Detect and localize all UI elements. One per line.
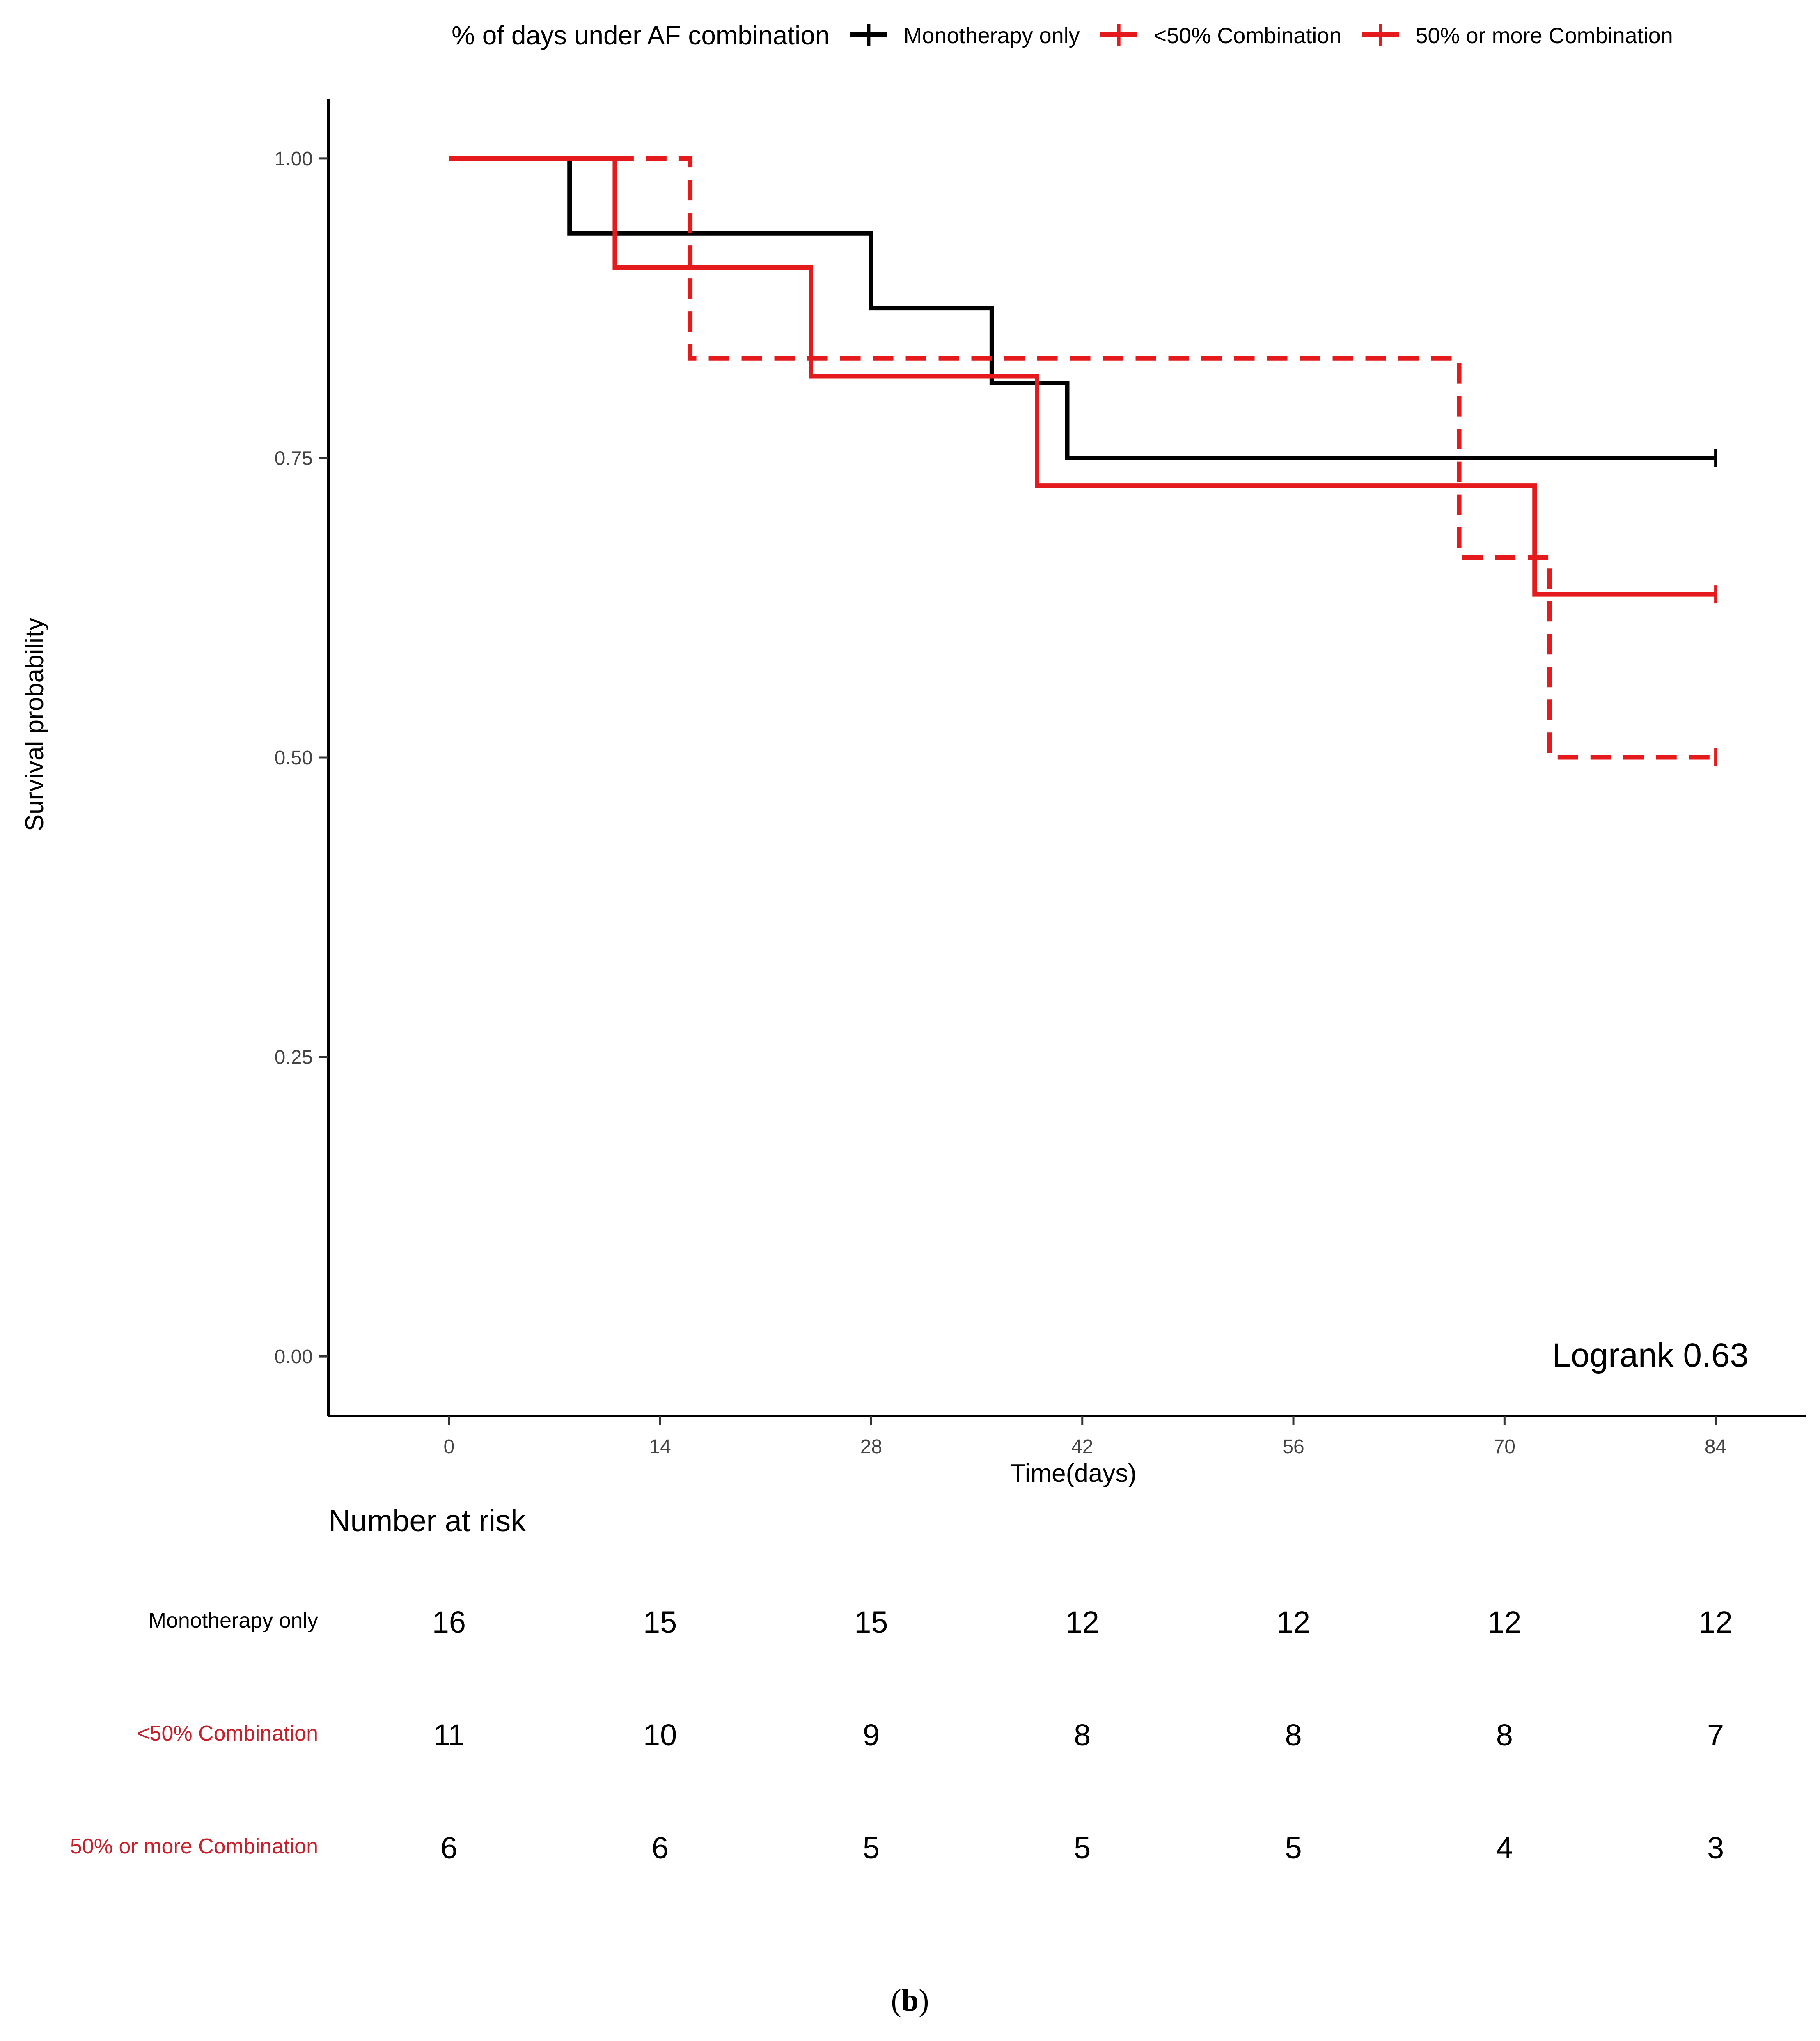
y-tick-label: 0.75 [275, 447, 313, 469]
risk-count: 5 [1285, 1831, 1302, 1865]
x-tick-label: 70 [1494, 1436, 1515, 1458]
y-tick-label: 0.25 [275, 1047, 313, 1069]
risk-count: 10 [643, 1718, 677, 1752]
y-tick-label: 0.00 [275, 1346, 313, 1368]
survival-curves [449, 156, 1717, 766]
y-tick-label: 1.00 [275, 148, 313, 170]
legend-item-50-combination: <50% Combination [1100, 23, 1342, 48]
series-50-combination [449, 156, 1717, 604]
x-tick-label: 42 [1071, 1436, 1093, 1458]
y-axis-label: Survival probability [21, 618, 49, 831]
risk-count: 12 [1488, 1605, 1521, 1639]
risk-count: 16 [432, 1605, 466, 1639]
legend-label: Monotherapy only [903, 23, 1080, 48]
x-tick-label: 0 [444, 1436, 455, 1458]
x-tick-label: 56 [1282, 1436, 1304, 1458]
x-tick-label: 28 [860, 1436, 882, 1458]
risk-row-label: Monotherapy only [149, 1609, 318, 1633]
survival-curve [449, 156, 1716, 597]
risk-count: 12 [1699, 1605, 1732, 1639]
x-tick-label: 14 [649, 1436, 671, 1458]
risk-row-label: 50% or more Combination [70, 1835, 318, 1858]
y-tick-label: 0.50 [275, 747, 313, 769]
risk-count: 8 [1285, 1718, 1302, 1752]
risk-count: 6 [652, 1831, 669, 1865]
chart-axes: 0.00 0.25 0.50 0.75 1.00 0 14 28 42 56 70 84 Time(da… [21, 99, 1806, 1488]
risk-count: 8 [1496, 1718, 1513, 1752]
survival-curve [449, 156, 1716, 460]
caption-open: ( [891, 1983, 901, 2018]
risk-count: 9 [863, 1718, 880, 1752]
risk-count: 12 [1066, 1605, 1099, 1639]
caption-letter: b [901, 1983, 919, 2018]
risk-count: 11 [433, 1718, 465, 1752]
risk-count: 15 [643, 1605, 677, 1639]
x-axis-label: Time(days) [1010, 1459, 1137, 1488]
chart-legend: % of days under AF combination Monotherap… [452, 21, 1673, 50]
risk-row-label: <50% Combination [137, 1722, 318, 1745]
risk-count: 7 [1707, 1718, 1724, 1752]
legend-title: % of days under AF combination [452, 21, 830, 50]
risk-table-title: Number at risk [328, 1504, 526, 1538]
risk-count: 5 [863, 1831, 880, 1865]
logrank-annotation: Logrank 0.63 [1552, 1337, 1749, 1374]
risk-count: 12 [1277, 1605, 1310, 1639]
series-50-or-more-combination [449, 156, 1717, 766]
series-monotherapy-only [449, 156, 1717, 467]
legend-item-monotherapy-only: Monotherapy only [850, 23, 1080, 48]
risk-count: 4 [1496, 1831, 1513, 1865]
risk-table: Number at risk Monotherapy only 16 15 15 12 12… [70, 1504, 1733, 1865]
risk-count: 5 [1074, 1831, 1091, 1865]
legend-label: <50% Combination [1154, 23, 1342, 48]
risk-count: 3 [1707, 1831, 1724, 1865]
x-tick-label: 84 [1705, 1436, 1726, 1458]
survival-curve [449, 156, 1716, 760]
risk-row-monotherapy-only: Monotherapy only 16 15 15 12 12 12 12 [149, 1605, 1733, 1639]
figure-caption: (b) [0, 1983, 1820, 2018]
risk-row-50-or-more-combination: 50% or more Combination 6 6 5 5 5 4 3 [70, 1831, 1724, 1865]
legend-item-50-or-more-combination: 50% or more Combination [1362, 23, 1673, 48]
risk-count: 15 [854, 1605, 888, 1639]
chart-annotation: Logrank 0.63 [1552, 1337, 1749, 1374]
risk-count: 6 [440, 1831, 457, 1865]
legend-label: 50% or more Combination [1415, 23, 1673, 48]
risk-count: 8 [1074, 1718, 1091, 1752]
risk-row-50-combination: <50% Combination 11 10 9 8 8 8 7 [137, 1718, 1724, 1752]
caption-close: ) [919, 1983, 929, 2018]
